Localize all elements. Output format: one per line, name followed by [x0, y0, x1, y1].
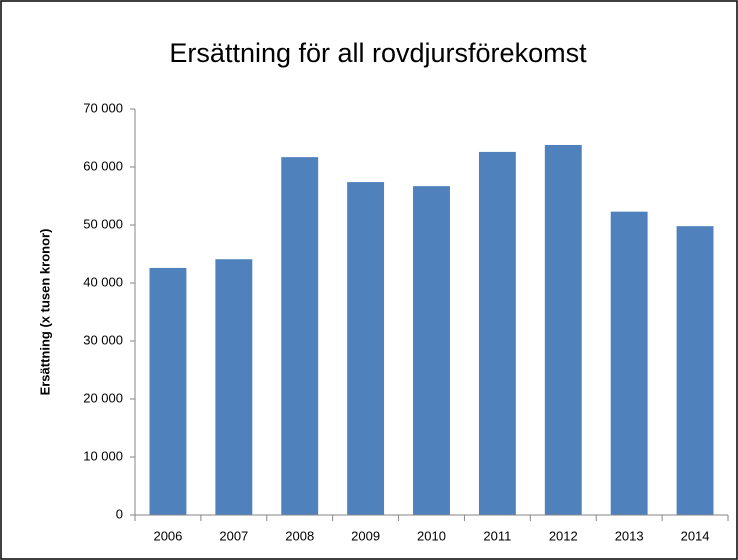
y-tick-label: 50 000	[83, 216, 123, 231]
y-tick-label: 30 000	[83, 332, 123, 347]
x-tick-label: 2012	[549, 528, 578, 543]
bar	[149, 267, 187, 515]
bar	[676, 226, 714, 515]
x-tick-label: 2008	[285, 528, 314, 543]
y-tick-label: 20 000	[83, 390, 123, 405]
y-tick-label: 0	[116, 506, 123, 521]
bar	[413, 186, 450, 515]
x-tick-label: 2014	[681, 528, 710, 543]
chart-title: Ersättning för all rovdjursförekomst	[169, 38, 587, 68]
x-tick-label: 2011	[483, 528, 511, 543]
x-tick-label: 2006	[153, 528, 182, 543]
y-axis-title: Ersättning (x tusen kronor)	[37, 229, 52, 396]
x-tick-label: 2007	[219, 528, 248, 543]
bar	[215, 259, 253, 515]
bar	[478, 151, 516, 516]
y-tick-label: 70 000	[83, 100, 123, 115]
bar	[347, 182, 385, 515]
x-tick-label: 2013	[615, 528, 644, 543]
bar	[610, 211, 648, 515]
bar	[544, 144, 582, 515]
y-tick-label: 10 000	[83, 448, 123, 463]
y-tick-label: 60 000	[83, 158, 123, 173]
y-tick-label: 40 000	[83, 274, 123, 289]
x-tick-label: 2009	[351, 528, 380, 543]
x-tick-label: 2010	[417, 528, 446, 543]
bar	[281, 157, 319, 515]
